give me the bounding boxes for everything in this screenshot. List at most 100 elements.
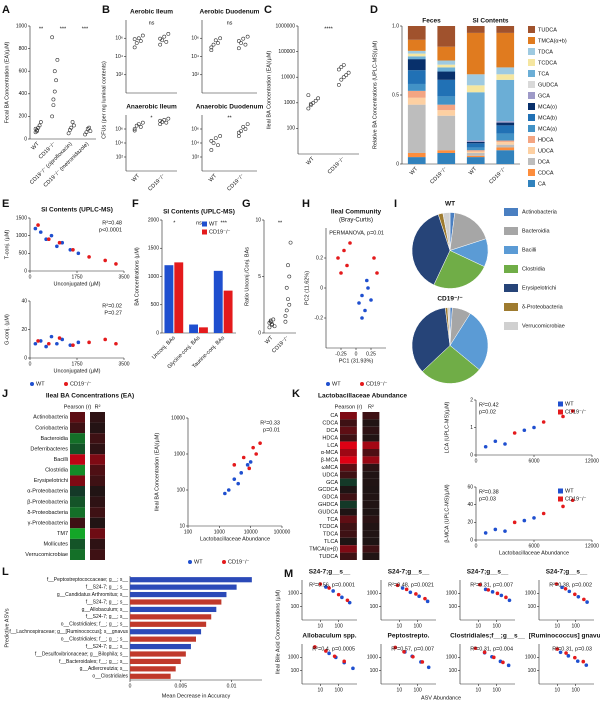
panel-label: H [302,198,310,210]
annotation: p<0.0001 [99,227,122,233]
bar-segment [407,83,426,91]
point [400,586,405,590]
point [245,34,250,39]
row-label: Erysipelotrichi [34,478,68,484]
bar [130,643,191,650]
heat-cell [90,517,105,529]
bar-segment [437,26,456,47]
y-tick-label: 100 [370,604,379,610]
heat-cell [362,537,380,546]
point [512,431,517,435]
heat-cell [362,426,380,435]
row-label: GUDCA [318,509,338,515]
bar [130,599,222,605]
legend-swatch [528,136,535,143]
bar-segment [437,79,456,97]
point [57,336,62,340]
bar-segment [466,157,485,164]
x-tick-label: 100 [492,623,501,629]
chart-title: Ileal BA Concentrations (EA) [46,393,134,400]
point [69,125,74,130]
heat-cell [362,478,380,486]
legend-label: DCA [538,159,550,165]
point [414,592,418,596]
heat-cell [340,493,357,501]
point [36,223,40,227]
point [258,441,262,445]
point [51,103,56,108]
heat-cell [340,508,357,516]
point [164,39,169,44]
y-axis-label: Ratio Unconj./Conj. BAs [244,247,250,306]
point [567,589,572,594]
legend-swatch [528,48,535,55]
point [47,341,51,346]
point [324,585,328,589]
heat-cell [90,538,105,550]
row-label: GHDCA [318,502,338,508]
point [236,39,241,43]
row-label: TM7 [57,531,68,537]
x-axis-label: Lactobacillaceae Abundance [499,550,569,556]
y-axis-label: G-conj. (µM) [4,314,10,345]
point [57,240,62,245]
y-tick-label: 5 [258,274,261,280]
point [209,45,214,50]
point [60,337,65,342]
point [218,36,223,41]
point [158,36,163,41]
point [573,592,577,597]
heat-cell [340,500,357,509]
y-tick-label: 500 [19,251,28,257]
point [576,594,581,599]
bar-segment [407,97,426,105]
point [66,131,71,136]
y-axis-label: β-MCA (UPLC-MS)(µM) [444,484,450,542]
legend-label: Bacilli [522,247,536,253]
bar [130,651,186,657]
y-tick-label: 1000 [525,591,536,597]
point [339,271,343,275]
bar-segment [496,67,515,75]
point [245,122,250,127]
point [158,118,163,123]
x-tick-label: 12000 [585,458,599,464]
bar-segment [496,150,515,164]
legend-marker [202,221,207,227]
point [103,337,107,342]
bar [130,636,196,642]
point [336,83,341,87]
point [286,297,290,302]
point [243,127,248,131]
point [342,659,346,664]
point [164,120,169,125]
point [336,592,341,597]
row-label: TCA [327,517,338,523]
chart-title: Aerobic Duodenum [200,9,260,16]
y-axis-label: Ileal BA Concentration (EA)(µM) [154,433,160,512]
point [417,594,421,599]
point [308,102,313,106]
panel-label: K [292,388,300,400]
pie-slice [449,313,489,371]
point [582,597,586,602]
point [33,226,38,231]
legend-label: CA [538,181,546,187]
x-tick-label: WT [264,335,275,346]
legend-label: MCA(b) [538,115,557,121]
category-label: f__S24-7; g__; s__ [86,614,128,620]
point [340,595,344,600]
chart-title: Allobaculum spp. [302,633,356,640]
heat-cell [90,433,105,444]
bar-segment [407,56,426,60]
point [541,511,546,516]
annotation: *** [82,26,89,32]
bar-segment [496,140,515,142]
row-label: Bacteroidia [40,436,68,442]
point [55,58,60,62]
bar [130,629,202,635]
legend-label: CD19⁻/⁻ [70,381,91,387]
legend-swatch [504,322,518,330]
point [369,298,373,302]
y-tick-label: 0.2 [316,255,323,261]
